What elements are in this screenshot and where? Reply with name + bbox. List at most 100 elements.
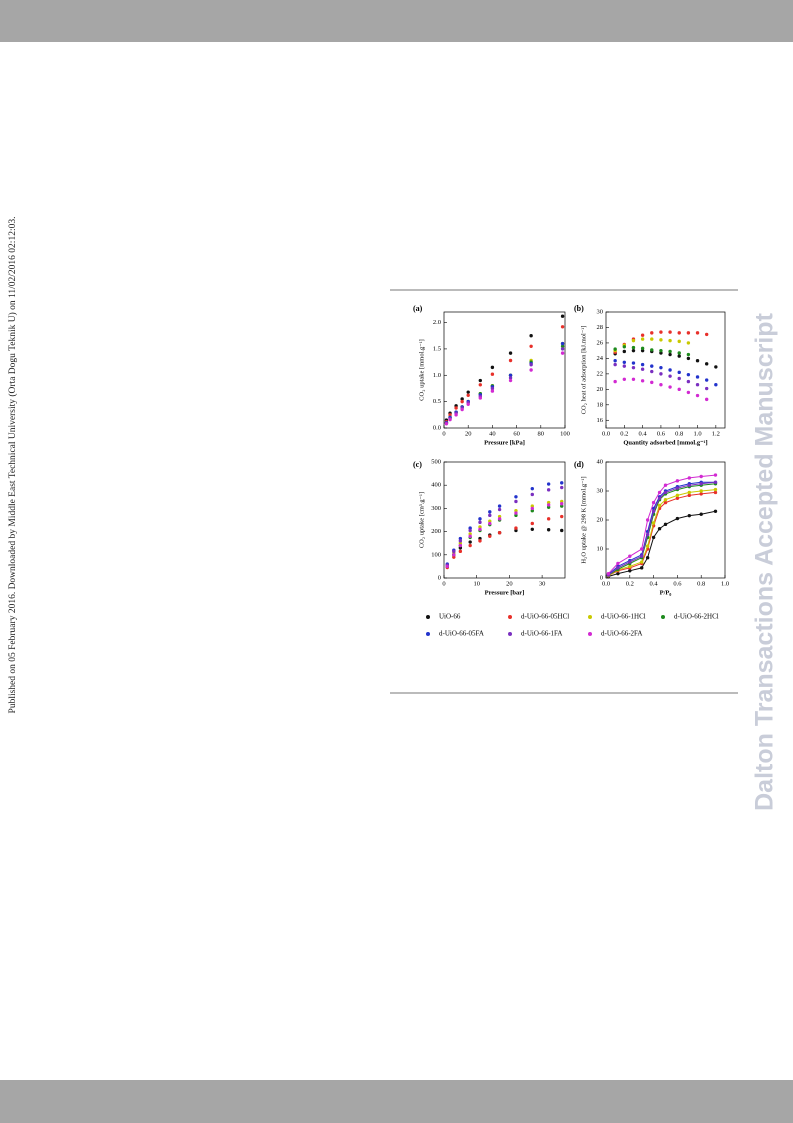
- data-point: [645, 556, 650, 560]
- data-point: [677, 351, 681, 355]
- data-point: [530, 492, 534, 497]
- data-point: [514, 526, 518, 530]
- data-point: [478, 520, 482, 525]
- series-line: [608, 481, 716, 576]
- x-axis-label: Pressure [bar]: [485, 589, 525, 596]
- panel-label: (d): [574, 460, 584, 469]
- data-point: [668, 330, 672, 334]
- data-point: [640, 566, 644, 570]
- data-point: [663, 483, 668, 487]
- data-point: [560, 325, 565, 329]
- data-point: [490, 386, 495, 391]
- data-point: [651, 521, 656, 525]
- y-tick-label: 26: [597, 339, 604, 346]
- data-point: [478, 527, 482, 531]
- data-point: [530, 521, 534, 526]
- data-point: [616, 561, 620, 566]
- x-tick-label: 0.6: [673, 580, 682, 587]
- data-point: [640, 333, 645, 337]
- data-point: [560, 502, 564, 506]
- data-point: [651, 500, 656, 505]
- y-tick-label: 2.0: [433, 319, 441, 326]
- data-point: [497, 504, 502, 508]
- data-point: [622, 349, 627, 354]
- data-point: [695, 359, 700, 363]
- data-point: [714, 365, 718, 369]
- x-tick-label: 20: [465, 430, 472, 437]
- data-point: [640, 560, 644, 564]
- y-tick-label: 30: [597, 308, 604, 315]
- data-point: [677, 387, 681, 392]
- data-point: [514, 511, 518, 515]
- data-point: [668, 374, 672, 378]
- x-tick-label: 1.0: [721, 580, 729, 587]
- data-point: [560, 514, 564, 519]
- x-tick-label: 0.0: [602, 430, 610, 437]
- y-tick-label: 1.0: [433, 372, 441, 379]
- plot-frame: [605, 461, 726, 579]
- x-axis-label: Quantity adsorbed [mmol.g⁻¹]: [623, 439, 707, 446]
- legend-swatch: [508, 615, 512, 619]
- data-point: [613, 379, 617, 384]
- data-point: [514, 499, 518, 504]
- legend-label: d-UiO-66-05FA: [439, 630, 484, 638]
- data-point: [650, 380, 654, 385]
- data-point: [468, 528, 472, 533]
- legend-swatch: [661, 615, 665, 619]
- data-point: [466, 390, 470, 394]
- x-tick-label: 0.4: [639, 430, 648, 437]
- data-point: [713, 473, 718, 477]
- data-point: [704, 378, 709, 382]
- data-point: [508, 351, 513, 355]
- x-tick-label: 1.0: [693, 430, 701, 437]
- data-point: [659, 382, 663, 387]
- data-point: [458, 549, 463, 554]
- data-point: [508, 378, 513, 383]
- data-point: [460, 397, 464, 401]
- data-point: [675, 493, 680, 498]
- data-point: [488, 513, 492, 518]
- x-tick-label: 60: [513, 430, 520, 437]
- data-point: [659, 372, 663, 376]
- legend-label: d-UiO-66-1FA: [521, 630, 562, 638]
- x-tick-label: 0.4: [650, 580, 659, 587]
- data-point: [663, 500, 668, 505]
- legend-label: d-UiO-66-2HCl: [674, 613, 719, 621]
- data-point: [460, 407, 464, 412]
- data-point: [631, 345, 636, 350]
- data-point: [631, 365, 636, 370]
- data-point: [478, 378, 482, 383]
- y-tick-label: 40: [597, 458, 604, 465]
- x-tick-label: 0.2: [620, 430, 628, 437]
- data-point: [508, 358, 513, 363]
- data-point: [650, 348, 654, 352]
- panel-label: (b): [574, 304, 584, 313]
- y-tick-label: 0.5: [433, 398, 441, 405]
- data-point: [677, 376, 681, 381]
- data-point: [452, 553, 456, 557]
- data-point: [699, 512, 703, 516]
- data-point: [699, 482, 703, 486]
- series-line: [608, 483, 716, 576]
- data-point: [645, 532, 650, 537]
- data-point: [657, 490, 662, 495]
- data-point: [699, 489, 703, 493]
- data-point: [478, 396, 482, 400]
- data-point: [695, 382, 700, 387]
- y-tick-label: 0: [600, 574, 603, 581]
- data-point: [668, 349, 672, 354]
- data-point: [478, 539, 482, 543]
- legend-label: d-UiO-66-05HCl: [521, 613, 569, 621]
- y-axis-label: CO₂ uptake [mmol.g⁻¹]: [418, 339, 425, 401]
- data-point: [650, 364, 654, 368]
- x-tick-label: 0.8: [675, 430, 683, 437]
- data-point: [466, 393, 470, 398]
- plot-frame: [605, 311, 726, 429]
- legend-swatch: [426, 632, 430, 636]
- data-point: [668, 338, 672, 343]
- data-point: [677, 339, 681, 344]
- data-point: [675, 496, 680, 500]
- data-point: [445, 564, 449, 569]
- legend-label: UiO-66: [439, 613, 461, 621]
- data-point: [616, 566, 620, 570]
